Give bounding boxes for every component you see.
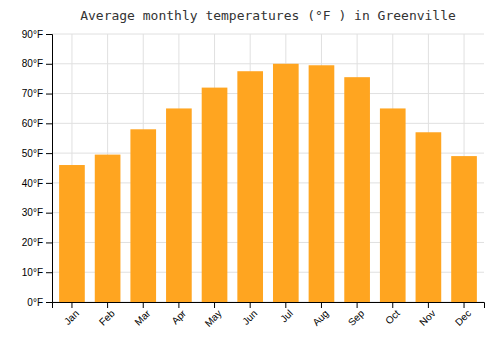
tick-label: 60°F bbox=[22, 118, 43, 129]
tick-label: Feb bbox=[97, 307, 117, 327]
tick-label: 0°F bbox=[27, 297, 43, 308]
tick: Feb bbox=[97, 302, 117, 328]
tick-label: Apr bbox=[169, 307, 188, 326]
tick-mark bbox=[46, 64, 52, 65]
bar bbox=[130, 129, 156, 302]
tick-mark bbox=[464, 302, 465, 308]
tick: Nov bbox=[417, 302, 437, 328]
tick-mark bbox=[46, 153, 52, 154]
tick: Jan bbox=[62, 302, 81, 327]
tick-label: May bbox=[203, 308, 224, 329]
tick: 20°F bbox=[22, 237, 52, 248]
tick: Mar bbox=[132, 302, 152, 328]
bar bbox=[95, 155, 121, 302]
bar bbox=[273, 64, 299, 302]
tick-mark bbox=[214, 302, 215, 308]
tick-label: Nov bbox=[417, 308, 437, 328]
tick-mark bbox=[46, 302, 52, 303]
tick-mark bbox=[107, 302, 108, 308]
bar bbox=[380, 108, 406, 302]
tick-label: Oct bbox=[383, 308, 402, 327]
tick-mark bbox=[46, 272, 52, 273]
bar bbox=[166, 108, 192, 302]
grid bbox=[52, 34, 484, 302]
tick: 30°F bbox=[22, 207, 52, 218]
tick-mark bbox=[46, 183, 52, 184]
tick-label: 90°F bbox=[22, 29, 43, 40]
tick-label: 10°F bbox=[22, 267, 43, 278]
tick-mark bbox=[71, 302, 72, 308]
tick-label: 80°F bbox=[22, 58, 43, 69]
tick: 0°F bbox=[27, 297, 52, 308]
tick-mark bbox=[46, 34, 52, 35]
tick-label: Jan bbox=[62, 308, 81, 327]
y-axis: 0°F 10°F 20°F 30°F 40°F 50°F 60°F 70°F 80°F 90°F bbox=[22, 29, 53, 308]
tick-mark bbox=[46, 213, 52, 214]
tick-label: 30°F bbox=[22, 207, 43, 218]
tick-mark bbox=[285, 302, 286, 308]
tick-mark bbox=[392, 302, 393, 308]
bars bbox=[59, 64, 477, 302]
tick: 10°F bbox=[22, 267, 52, 278]
tick-label: 40°F bbox=[22, 178, 43, 189]
tick-mark bbox=[46, 123, 52, 124]
tick: Dec bbox=[453, 302, 473, 328]
tick: Jul bbox=[278, 302, 295, 324]
tick-mark bbox=[143, 302, 144, 308]
tick-mark bbox=[178, 302, 179, 308]
bar bbox=[344, 77, 370, 302]
bar bbox=[59, 165, 85, 302]
tick-label: Jun bbox=[240, 308, 259, 327]
title: Average monthly temperatures (°F ) in Gr… bbox=[80, 8, 456, 23]
tick-label: 70°F bbox=[22, 88, 43, 99]
tick-mark bbox=[250, 302, 251, 308]
tick-mark bbox=[46, 94, 52, 95]
tick: 40°F bbox=[22, 178, 52, 189]
x-axis: Jan Feb Mar Apr May Jun Jul Aug Sep Oct Nov Dec bbox=[53, 302, 485, 329]
plot: 0°F 10°F 20°F 30°F 40°F 50°F 60°F 70°F 80°F 90°F J… bbox=[22, 29, 485, 329]
tick: 60°F bbox=[22, 118, 52, 129]
grid-line bbox=[52, 93, 484, 94]
bar bbox=[416, 132, 442, 302]
grid-line bbox=[52, 34, 484, 35]
tick-label: Mar bbox=[132, 307, 152, 327]
tick: May bbox=[203, 302, 224, 329]
tick: 50°F bbox=[22, 148, 52, 159]
tick-mark bbox=[46, 242, 52, 243]
bar bbox=[202, 88, 228, 302]
tick-label: Sep bbox=[346, 307, 367, 328]
tick: 90°F bbox=[22, 29, 52, 40]
tick: 80°F bbox=[22, 58, 52, 69]
bar bbox=[451, 156, 477, 302]
tick: 70°F bbox=[22, 88, 52, 99]
grid-line bbox=[52, 63, 484, 64]
bar bbox=[237, 71, 263, 302]
tick-label: Dec bbox=[453, 308, 473, 328]
tick: Aug bbox=[310, 302, 330, 328]
tick: Oct bbox=[383, 302, 402, 326]
tick: Apr bbox=[169, 302, 188, 326]
axis-line bbox=[46, 35, 53, 303]
grid-line bbox=[52, 123, 484, 124]
tick-label: 50°F bbox=[22, 148, 43, 159]
tick: Jun bbox=[240, 302, 259, 327]
tick-label: Jul bbox=[278, 308, 295, 325]
tick-mark bbox=[428, 302, 429, 308]
tick-mark bbox=[357, 302, 358, 308]
tick: Sep bbox=[346, 302, 367, 328]
tick-label: Aug bbox=[310, 308, 330, 328]
axis-line bbox=[53, 303, 485, 309]
chart: 0°F 10°F 20°F 30°F 40°F 50°F 60°F 70°F 80°F 90°F J… bbox=[0, 0, 500, 350]
tick-label: 20°F bbox=[22, 237, 43, 248]
bar bbox=[309, 65, 335, 302]
tick-mark bbox=[321, 302, 322, 308]
